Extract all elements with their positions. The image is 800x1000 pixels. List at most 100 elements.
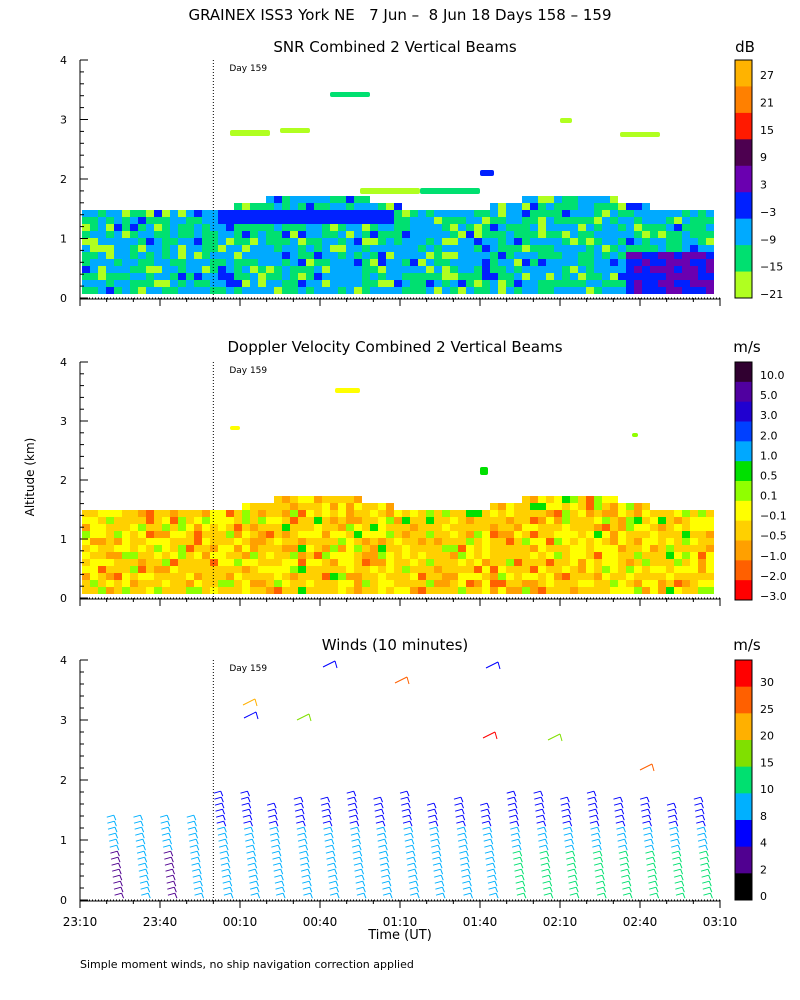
data-cell [594,259,602,266]
data-cell [282,559,290,566]
data-cell [474,531,482,538]
data-cell [570,287,578,294]
data-cell [506,287,514,294]
data-cell [618,287,626,294]
wind-barb-flag [440,869,444,875]
data-cell [234,217,242,224]
data-cell [554,259,562,266]
data-cell [370,524,378,531]
data-cell [514,217,522,224]
wind-barb [457,838,466,842]
wind-barb-flag [621,809,625,815]
data-cell [514,510,522,517]
wind-barb [511,844,520,848]
wind-barb-flag [118,869,122,875]
data-cell [114,566,122,573]
wind-barb [534,802,542,806]
data-cell [178,259,186,266]
data-cell [482,252,490,259]
data-cell [626,252,634,259]
data-cell [306,580,314,587]
wind-barb-flag [196,851,200,857]
data-cell [114,524,122,531]
data-cell [210,259,218,266]
data-cell [154,510,162,517]
data-cell [514,231,522,238]
data-cell [274,531,282,538]
data-cell [330,580,338,587]
data-cell [450,566,458,573]
data-cell [330,252,338,259]
data-cell [202,538,210,545]
wind-barb [248,874,257,878]
data-cell [266,545,274,552]
data-cell [498,566,506,573]
wind-barb-flag [649,827,653,833]
data-cell [666,552,674,559]
data-cell [498,559,506,566]
data-cell [314,210,322,217]
data-cell [650,517,658,524]
wind-barb [675,886,683,890]
data-cell [250,524,258,531]
data-cell [458,517,466,524]
data-cell [170,587,178,594]
data-cell [426,538,434,545]
data-cell [194,273,202,280]
wind-barb-flag [493,875,497,881]
data-cell [322,559,330,566]
data-cell [570,545,578,552]
wind-barb [645,850,653,854]
data-cell [362,203,370,210]
data-cell [290,252,298,259]
data-cell [642,266,650,273]
wind-barb-flag [257,893,261,899]
wind-barb [409,886,417,890]
data-cell [666,217,674,224]
data-cell [682,580,690,587]
data-cell [370,573,378,580]
wind-barb [460,868,469,872]
wind-barb-flag [353,797,357,803]
data-cell [530,245,538,252]
wind-barb-flag [595,809,599,815]
data-cell [474,552,482,559]
data-cell [410,287,418,294]
data-cell [466,231,474,238]
data-cell [610,245,618,252]
data-cell [290,238,298,245]
wind-barb-flag [434,809,438,815]
data-cell [498,587,506,594]
data-cell [178,587,186,594]
data-cell [138,245,146,252]
data-cell [546,531,554,538]
data-cell [186,245,194,252]
data-cell [434,587,442,594]
data-cell [578,280,586,287]
data-cell [634,266,642,273]
data-cell [698,245,706,252]
data-cell [282,287,290,294]
wind-barb [111,862,119,866]
data-cell [90,552,98,559]
wind-barb [133,814,141,818]
data-cell [602,524,610,531]
wind-barb [463,892,471,896]
data-cell [530,273,538,280]
data-cell [546,196,554,203]
data-cell [562,566,570,573]
data-cell [274,496,282,503]
data-cell [618,566,626,573]
data-cell [306,545,314,552]
data-cell [450,210,458,217]
wind-barb-flag [701,809,705,815]
data-cell [634,287,642,294]
data-cell [138,259,146,266]
data-cell [162,210,170,217]
wind-barb-flag [408,815,412,821]
data-cell [122,266,130,273]
wind-barb-flag [362,881,366,887]
data-cell [474,280,482,287]
data-cell [314,273,322,280]
